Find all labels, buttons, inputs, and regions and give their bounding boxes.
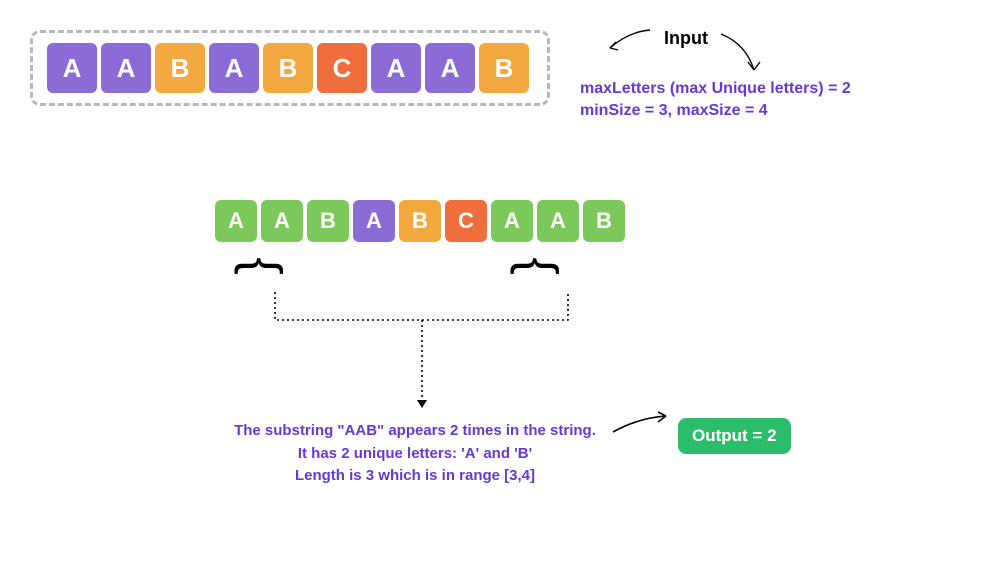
tile: A — [101, 43, 151, 93]
tile: C — [317, 43, 367, 93]
tile: A — [425, 43, 475, 93]
tile: B — [155, 43, 205, 93]
input-dashed-box: AABABCAAB — [30, 30, 550, 106]
tile: B — [479, 43, 529, 93]
tile: A — [537, 200, 579, 242]
tile: A — [47, 43, 97, 93]
tile: A — [353, 200, 395, 242]
dotted-connector — [200, 290, 650, 420]
tile: C — [445, 200, 487, 242]
output-badge: Output = 2 — [678, 418, 791, 454]
input-label: Input — [664, 28, 708, 49]
highlighted-tiles-row: AABABCAAB — [215, 200, 629, 242]
tile: A — [491, 200, 533, 242]
tile: B — [399, 200, 441, 242]
tile: A — [261, 200, 303, 242]
explain-line1: The substring "AAB" appears 2 times in t… — [180, 420, 650, 443]
explain-line3: Length is 3 which is in range [3,4] — [180, 465, 650, 488]
brace-left: { — [233, 257, 293, 274]
explanation-text: The substring "AAB" appears 2 times in t… — [180, 420, 650, 488]
parameters-text: maxLetters (max Unique letters) = 2 minS… — [580, 78, 851, 123]
brace-right: { — [509, 257, 569, 274]
params-line2: minSize = 3, maxSize = 4 — [580, 100, 851, 122]
arrow-left-curve — [600, 20, 660, 60]
tile: A — [209, 43, 259, 93]
output-label: Output = 2 — [692, 426, 777, 446]
tile: B — [583, 200, 625, 242]
tile: B — [263, 43, 313, 93]
input-tiles-row: AABABCAAB — [47, 43, 533, 93]
explain-line2: It has 2 unique letters: 'A' and 'B' — [180, 443, 650, 466]
arrow-to-output — [608, 410, 678, 440]
tile: A — [371, 43, 421, 93]
tile: A — [215, 200, 257, 242]
tile: B — [307, 200, 349, 242]
arrow-right-curve — [716, 26, 776, 76]
params-line1: maxLetters (max Unique letters) = 2 — [580, 78, 851, 100]
